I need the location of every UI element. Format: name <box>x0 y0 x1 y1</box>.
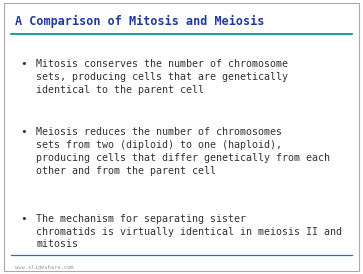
Text: •: • <box>20 127 27 137</box>
Text: •: • <box>20 59 27 69</box>
Text: A Comparison of Mitosis and Meiosis: A Comparison of Mitosis and Meiosis <box>15 15 264 28</box>
Text: www.slideshare.com: www.slideshare.com <box>15 265 73 270</box>
Text: Mitosis conserves the number of chromosome
sets, producing cells that are geneti: Mitosis conserves the number of chromoso… <box>36 59 288 95</box>
Text: •: • <box>20 214 27 224</box>
Text: Meiosis reduces the number of chromosomes
sets from two (diploid) to one (haploi: Meiosis reduces the number of chromosome… <box>36 127 330 176</box>
FancyBboxPatch shape <box>4 3 359 271</box>
Text: The mechanism for separating sister
chromatids is virtually identical in meiosis: The mechanism for separating sister chro… <box>36 214 342 249</box>
